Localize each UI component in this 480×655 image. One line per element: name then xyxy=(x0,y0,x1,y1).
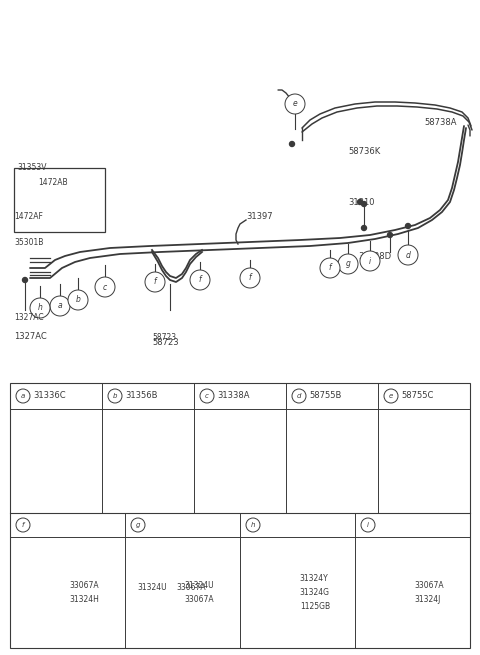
Text: c: c xyxy=(205,393,209,399)
Text: f: f xyxy=(329,263,331,272)
Circle shape xyxy=(361,518,375,532)
Text: 33067A: 33067A xyxy=(70,581,99,590)
Text: 1327AC: 1327AC xyxy=(14,313,44,322)
Circle shape xyxy=(190,270,210,290)
Text: 33067A: 33067A xyxy=(185,595,215,604)
Circle shape xyxy=(289,141,295,147)
Circle shape xyxy=(108,389,122,403)
Text: d: d xyxy=(406,250,410,259)
Circle shape xyxy=(30,298,50,318)
Circle shape xyxy=(145,272,165,292)
Circle shape xyxy=(200,389,214,403)
Text: 31324U: 31324U xyxy=(185,581,215,590)
Circle shape xyxy=(398,245,418,265)
Text: 33067A: 33067A xyxy=(177,583,206,592)
Text: 31310: 31310 xyxy=(348,198,374,207)
Text: a: a xyxy=(58,301,62,310)
Text: 31397: 31397 xyxy=(246,212,273,221)
Circle shape xyxy=(292,389,306,403)
Text: 31338A: 31338A xyxy=(217,392,250,400)
Text: 31356B: 31356B xyxy=(125,392,157,400)
Circle shape xyxy=(358,200,362,204)
Text: c: c xyxy=(103,282,107,291)
Text: g: g xyxy=(136,522,140,528)
Text: e: e xyxy=(293,100,298,109)
Circle shape xyxy=(23,278,27,282)
Text: 1125GB: 1125GB xyxy=(300,602,330,611)
Text: f: f xyxy=(22,522,24,528)
Text: 31324U: 31324U xyxy=(137,583,167,592)
Text: i: i xyxy=(367,522,369,528)
Text: f: f xyxy=(249,274,252,282)
Circle shape xyxy=(406,223,410,229)
Text: 35301B: 35301B xyxy=(14,238,43,247)
Text: 58755B: 58755B xyxy=(309,392,341,400)
Text: i: i xyxy=(369,257,371,265)
Text: 31328D: 31328D xyxy=(358,252,391,261)
Text: 58736K: 58736K xyxy=(348,147,380,156)
Circle shape xyxy=(338,254,358,274)
Text: 1472AB: 1472AB xyxy=(38,178,68,187)
Text: b: b xyxy=(75,295,81,305)
Text: h: h xyxy=(37,303,42,312)
Text: d: d xyxy=(297,393,301,399)
Bar xyxy=(14,168,105,232)
Text: 58755C: 58755C xyxy=(401,392,433,400)
Circle shape xyxy=(16,518,30,532)
Text: 1472AF: 1472AF xyxy=(14,212,43,221)
Text: 58723: 58723 xyxy=(152,338,179,347)
Circle shape xyxy=(246,518,260,532)
Text: 31324J: 31324J xyxy=(415,595,441,604)
Bar xyxy=(10,383,470,648)
Circle shape xyxy=(50,296,70,316)
Text: 1327AC: 1327AC xyxy=(14,332,47,341)
Text: b: b xyxy=(113,393,117,399)
Circle shape xyxy=(387,233,393,238)
Circle shape xyxy=(320,258,340,278)
Circle shape xyxy=(360,251,380,271)
Circle shape xyxy=(68,290,88,310)
Circle shape xyxy=(384,389,398,403)
Circle shape xyxy=(95,277,115,297)
Text: 58738A: 58738A xyxy=(424,118,456,127)
Circle shape xyxy=(361,202,367,206)
Text: 33067A: 33067A xyxy=(415,581,444,590)
Text: g: g xyxy=(346,259,350,269)
Text: e: e xyxy=(389,393,393,399)
Text: f: f xyxy=(154,278,156,286)
Text: 31324G: 31324G xyxy=(300,588,330,597)
Text: 31324Y: 31324Y xyxy=(300,574,328,583)
Text: 31324H: 31324H xyxy=(70,595,100,604)
Text: 31353V: 31353V xyxy=(17,163,47,172)
Circle shape xyxy=(361,225,367,231)
Text: 58723: 58723 xyxy=(152,333,176,342)
Circle shape xyxy=(16,389,30,403)
Circle shape xyxy=(131,518,145,532)
Text: h: h xyxy=(251,522,255,528)
Text: 31336C: 31336C xyxy=(33,392,66,400)
Circle shape xyxy=(240,268,260,288)
Text: f: f xyxy=(199,276,201,284)
Text: a: a xyxy=(21,393,25,399)
Circle shape xyxy=(285,94,305,114)
